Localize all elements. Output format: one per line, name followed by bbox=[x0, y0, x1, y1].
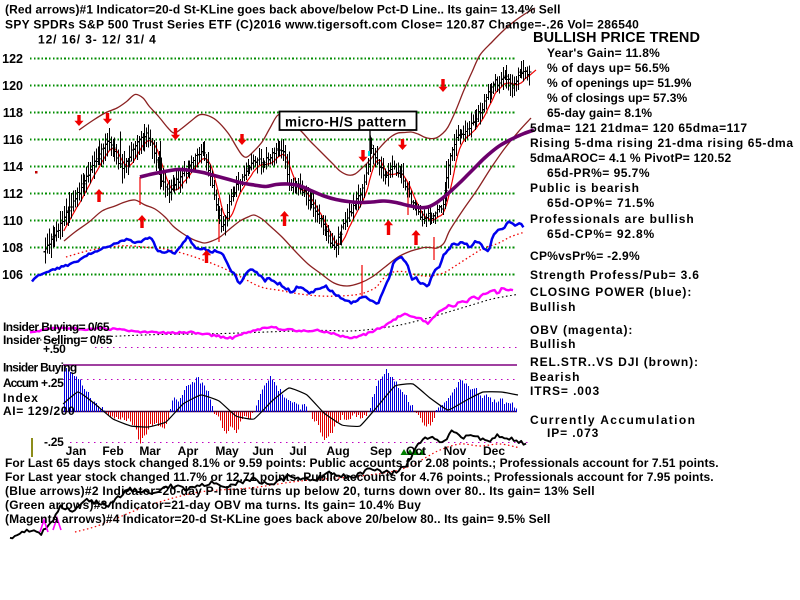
svg-text:110: 110 bbox=[3, 214, 23, 228]
svg-text:May: May bbox=[215, 444, 239, 458]
svg-text:+.50: +.50 bbox=[43, 342, 66, 356]
svg-text:114: 114 bbox=[3, 160, 23, 174]
svg-text:65d-OP%= 71.5%: 65d-OP%= 71.5% bbox=[547, 196, 655, 210]
svg-text:Nov: Nov bbox=[444, 444, 467, 458]
svg-text:112: 112 bbox=[3, 187, 23, 201]
svg-text:Currently Accumulation: Currently Accumulation bbox=[530, 413, 696, 427]
svg-text:Index: Index bbox=[3, 391, 39, 405]
svg-text:Accum: Accum bbox=[3, 376, 38, 390]
svg-text:65d-CP%= 92.8%: 65d-CP%= 92.8% bbox=[547, 227, 655, 241]
svg-text:AI= 129/200: AI= 129/200 bbox=[3, 404, 75, 418]
svg-text:CLOSING POWER (blue):: CLOSING POWER (blue): bbox=[530, 285, 692, 299]
svg-text:For Last 65 days stock changed: For Last 65 days stock changed 8.1% or 9… bbox=[5, 456, 719, 470]
svg-text:(Blue arrows)#2 Indicator=20-d: (Blue arrows)#2 Indicator=20-day P-I lin… bbox=[5, 484, 595, 498]
svg-text:Jul: Jul bbox=[289, 444, 306, 458]
svg-text:5dmaAROC= 4.1 % PivotP= 120.5: 5dmaAROC= 4.1 % PivotP= 120.52 bbox=[530, 151, 732, 165]
svg-text:108: 108 bbox=[2, 241, 23, 255]
svg-text:Oct: Oct bbox=[406, 444, 426, 458]
svg-text:Year's Gain= 11.8%: Year's Gain= 11.8% bbox=[547, 46, 660, 60]
svg-text:% of closings up= 57.3%: % of closings up= 57.3% bbox=[547, 91, 687, 105]
svg-text:Strength Profess/Pub= 3.6: Strength Profess/Pub= 3.6 bbox=[530, 268, 700, 282]
svg-text:IP= .073: IP= .073 bbox=[547, 426, 599, 440]
svg-text:CP%vsPr%= -2.9%: CP%vsPr%= -2.9% bbox=[530, 249, 640, 263]
svg-text:(Magenta arrows)#4 Indicator=2: (Magenta arrows)#4 Indicator=20-d St-KLi… bbox=[5, 512, 550, 526]
svg-text:micro-H/S pattern: micro-H/S pattern bbox=[285, 115, 407, 130]
svg-text:ITRS= .003: ITRS= .003 bbox=[530, 384, 600, 398]
svg-text:SPY SPDRs S&P 500 Trust Seri: SPY SPDRs S&P 500 Trust Series ETF (C)20… bbox=[5, 18, 639, 32]
svg-text:Dec: Dec bbox=[483, 444, 505, 458]
svg-text:% of days up= 56.5%: % of days up= 56.5% bbox=[547, 61, 670, 75]
svg-text:Feb: Feb bbox=[102, 444, 123, 458]
svg-text:116: 116 bbox=[3, 133, 23, 147]
svg-text:65-day gain= 8.1%: 65-day gain= 8.1% bbox=[547, 106, 652, 120]
svg-text:For Last year stock changed 1: For Last year stock changed 11.7% or 12.… bbox=[5, 470, 714, 484]
svg-text:Bullish: Bullish bbox=[530, 337, 576, 351]
svg-text:+.25: +.25 bbox=[41, 376, 64, 390]
svg-text:-.25: -.25 bbox=[44, 435, 64, 449]
svg-text:Bearish: Bearish bbox=[530, 370, 580, 384]
svg-text:Sep: Sep bbox=[370, 444, 392, 458]
svg-text:122: 122 bbox=[2, 52, 23, 66]
svg-text:5dma= 121 21dma= 120 65dma: 5dma= 121 21dma= 120 65dma=117 bbox=[530, 121, 748, 135]
svg-text:Jan: Jan bbox=[66, 444, 87, 458]
svg-text:Insider Buying= 0/65: Insider Buying= 0/65 bbox=[3, 320, 110, 334]
svg-text:Aug: Aug bbox=[326, 444, 349, 458]
svg-text:12/ 16/ 3- 12/ 31/ 4: 12/ 16/ 3- 12/ 31/ 4 bbox=[38, 33, 157, 47]
svg-text:Insider Buying: Insider Buying bbox=[3, 361, 77, 375]
svg-text:BULLISH PRICE TREND: BULLISH PRICE TREND bbox=[533, 30, 700, 46]
svg-text:65d-PR%= 95.7%: 65d-PR%= 95.7% bbox=[547, 166, 650, 180]
svg-text:Bullish: Bullish bbox=[530, 300, 576, 314]
svg-text:(Green arrows)#3 Indicator=21-: (Green arrows)#3 Indicator=21-day OBV ma… bbox=[5, 498, 421, 512]
svg-text:Jun: Jun bbox=[252, 444, 273, 458]
svg-text:% of openings up= 51.9%: % of openings up= 51.9% bbox=[547, 76, 692, 90]
svg-text:120: 120 bbox=[2, 79, 23, 93]
svg-text:REL.STR..VS DJI (brown):: REL.STR..VS DJI (brown): bbox=[530, 355, 699, 369]
svg-text:106: 106 bbox=[2, 268, 23, 282]
svg-text:Insider Selling= 0/65: Insider Selling= 0/65 bbox=[3, 333, 113, 347]
svg-text:Professionals are bullish: Professionals are bullish bbox=[530, 212, 695, 226]
svg-text:Apr: Apr bbox=[178, 444, 199, 458]
svg-text:118: 118 bbox=[3, 106, 23, 120]
svg-text:Rising 5-dma rising 21-dma r: Rising 5-dma rising 21-dma rising 65-dma bbox=[530, 136, 794, 150]
svg-text:(Red arrows)#1 Indicator=20-d: (Red arrows)#1 Indicator=20-d St-KLine g… bbox=[5, 3, 561, 17]
svg-text:Public is bearish: Public is bearish bbox=[530, 181, 640, 195]
svg-text:Mar: Mar bbox=[139, 444, 161, 458]
svg-text:OBV (magenta):: OBV (magenta): bbox=[530, 323, 633, 337]
